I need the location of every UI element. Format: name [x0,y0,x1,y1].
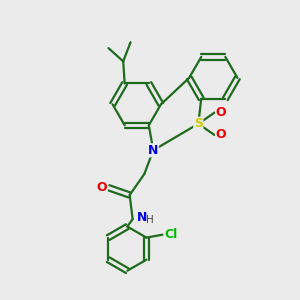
Text: O: O [97,181,107,194]
Text: H: H [146,215,153,225]
Text: O: O [216,128,226,142]
Text: O: O [216,106,226,119]
Text: N: N [148,144,158,157]
Text: N: N [137,211,147,224]
Text: Cl: Cl [164,228,178,241]
Text: S: S [194,117,203,130]
